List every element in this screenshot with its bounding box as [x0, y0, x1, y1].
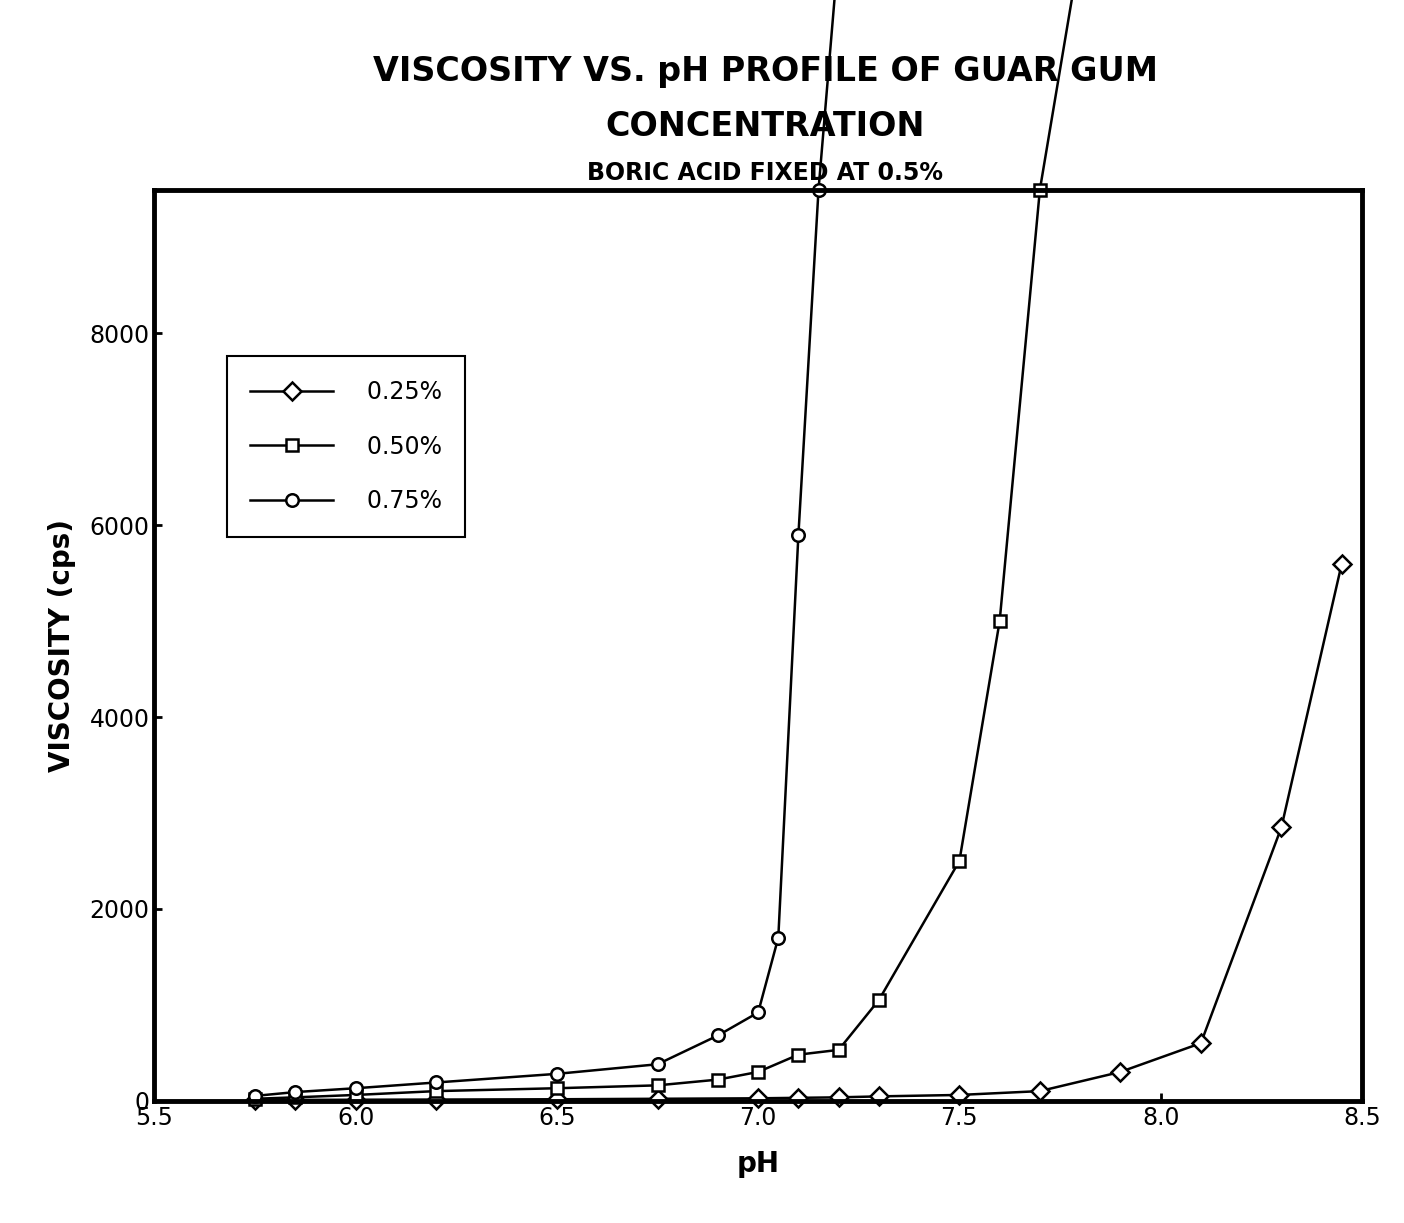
  0.25% [1032, 1084, 1049, 1098]
  0.75% [750, 1005, 767, 1020]
  0.50% [549, 1081, 566, 1096]
  0.50% [247, 1091, 264, 1106]
  0.75% [347, 1081, 364, 1096]
Legend:   0.25%,   0.50%,   0.75%: 0.25%, 0.50%, 0.75% [226, 356, 465, 537]
  0.75% [790, 527, 807, 542]
  0.75% [428, 1075, 445, 1090]
  0.25% [870, 1088, 887, 1103]
X-axis label: pH: pH [737, 1151, 779, 1179]
  0.75% [810, 182, 827, 197]
  0.50% [709, 1073, 726, 1087]
Line:   0.75%: 0.75% [249, 0, 885, 1102]
  0.75% [247, 1088, 264, 1103]
  0.50% [790, 1047, 807, 1062]
  0.50% [428, 1084, 445, 1098]
  0.50% [286, 1090, 303, 1104]
  0.25% [428, 1092, 445, 1107]
  0.25% [790, 1091, 807, 1106]
  0.25% [750, 1091, 767, 1106]
Y-axis label: VISCOSITY (cps): VISCOSITY (cps) [48, 519, 76, 772]
  0.25% [286, 1092, 303, 1107]
Line:   0.50%: 0.50% [249, 0, 1106, 1106]
  0.25% [830, 1090, 847, 1104]
  0.25% [549, 1092, 566, 1107]
  0.25% [951, 1087, 967, 1102]
  0.25% [247, 1093, 264, 1108]
  0.75% [709, 1029, 726, 1043]
  0.25% [1334, 556, 1351, 571]
  0.25% [347, 1092, 364, 1107]
  0.50% [951, 854, 967, 868]
  0.75% [769, 931, 786, 945]
  0.50% [991, 614, 1008, 629]
  0.50% [649, 1077, 665, 1092]
  0.75% [549, 1066, 566, 1081]
  0.50% [1032, 182, 1049, 197]
  0.25% [1192, 1036, 1209, 1051]
  0.25% [649, 1091, 665, 1106]
  0.25% [1112, 1064, 1129, 1079]
Text: CONCENTRATION: CONCENTRATION [605, 110, 925, 143]
  0.50% [347, 1087, 364, 1102]
Line:   0.25%: 0.25% [249, 558, 1348, 1107]
  0.75% [649, 1057, 665, 1071]
  0.50% [750, 1064, 767, 1079]
  0.25% [1273, 819, 1290, 834]
  0.75% [286, 1085, 303, 1099]
Text: BORIC ACID FIXED AT 0.5%: BORIC ACID FIXED AT 0.5% [587, 161, 943, 186]
Text: VISCOSITY VS. pH PROFILE OF GUAR GUM: VISCOSITY VS. pH PROFILE OF GUAR GUM [372, 55, 1158, 88]
  0.50% [830, 1042, 847, 1057]
  0.50% [870, 993, 887, 1008]
